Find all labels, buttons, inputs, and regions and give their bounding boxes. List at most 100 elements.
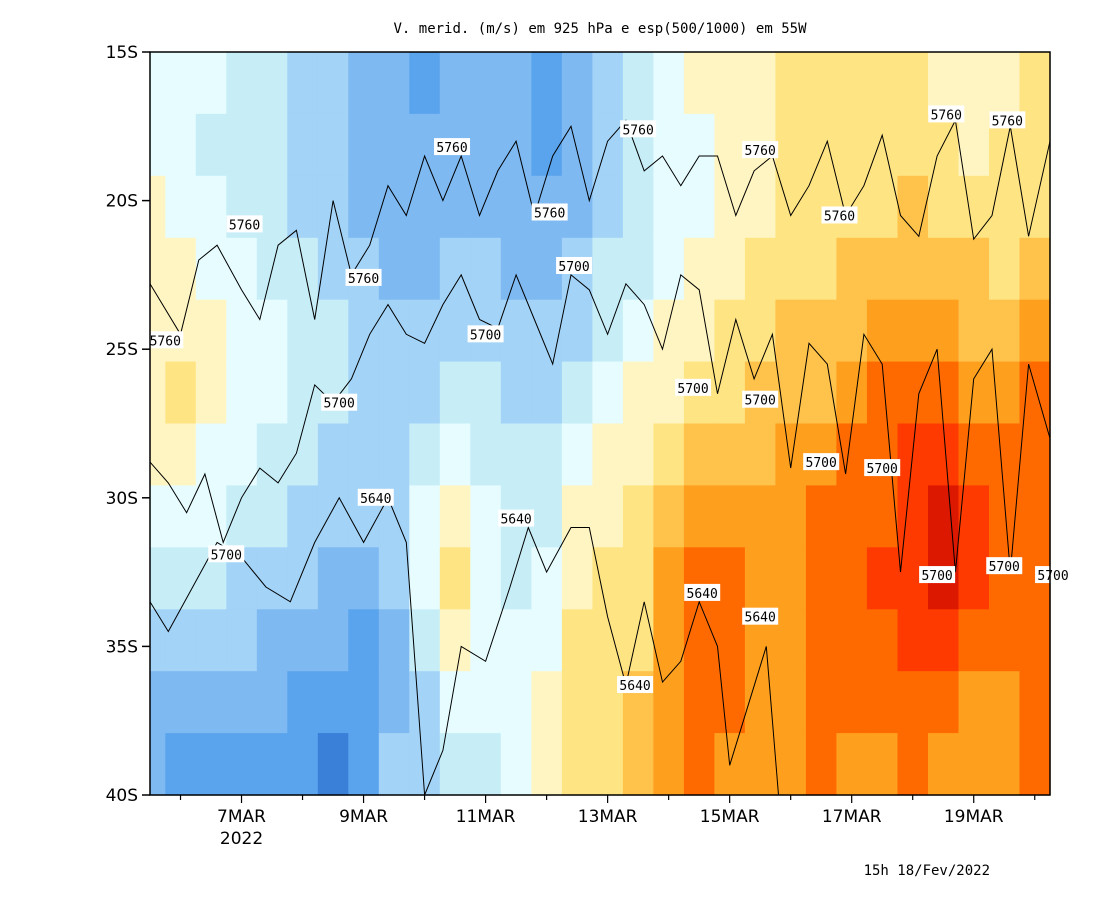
heat-cell [928,423,960,486]
contour-label-bg [1035,566,1072,584]
heat-cell [592,547,624,610]
heat-cell [531,733,563,796]
heat-cell [958,113,990,177]
heat-cell [928,485,960,548]
heat-cell [531,423,563,486]
heat-cell [989,299,1021,363]
heat-cell [500,52,532,115]
heat-cell [287,113,319,177]
heat-cell [897,733,929,796]
heat-cell [378,52,410,115]
heat-cell [836,299,868,363]
contour-label-layer: 5760 5760 5760 5760 5760 5760 5760 5760 5760 5760… [147,105,1072,694]
heat-cell [897,52,929,115]
heat-cell [287,361,319,425]
contour-label: 5700 [677,382,708,397]
heat-cell [195,361,227,425]
heat-cell [714,423,746,486]
contour-label-bg [742,141,779,159]
contour-label: 5640 [360,492,391,507]
heat-cell [836,547,868,610]
heat-cell [531,361,563,425]
heat-cell [622,237,654,301]
heat-cell [561,423,593,486]
contour-label: 5700 [470,328,501,343]
heat-cell [378,547,410,610]
heat-cell [348,547,380,610]
contour-label: 5700 [1037,569,1068,584]
heat-cell [714,609,746,672]
contour-label-bg [617,676,654,694]
heat-cell [714,485,746,548]
heat-cell [775,52,807,115]
contour-label-bg [821,206,858,224]
heat-cell [958,423,990,486]
contour-label-bg [928,105,965,123]
heat-cell [989,547,1021,610]
heat-cell [836,52,868,115]
heat-cell [775,485,807,548]
heat-cell [561,547,593,610]
x-tick-label: 11MAR [456,807,516,827]
heat-cell [256,361,288,425]
heat-cell [165,733,197,796]
heat-cell [989,733,1021,796]
heat-cell [287,299,319,363]
heat-cell [592,237,624,301]
heat-cell [150,733,166,796]
heat-cell [256,733,288,796]
contour-label-bg [498,509,535,527]
heat-cell [897,299,929,363]
heat-cell [805,671,837,734]
heat-cell [195,671,227,734]
heat-cell [165,671,197,734]
heat-cell [561,113,593,177]
heat-cell [836,733,868,796]
heat-cell [592,175,624,239]
contour-label-bg [357,488,394,506]
heat-cell [531,547,563,610]
heat-cell [958,175,990,239]
heat-cell [317,609,349,672]
heat-cell [439,485,471,548]
heat-cell [470,52,502,115]
contour-label: 5700 [921,569,952,584]
heat-cell [226,113,258,177]
heat-cell [592,361,624,425]
contour-label: 5640 [619,679,650,694]
heat-cell [561,361,593,425]
heat-cell [683,52,715,115]
heat-cell [470,671,502,734]
heat-cell [470,237,502,301]
heat-cell [561,52,593,115]
heat-cell [439,175,471,239]
heat-cell [714,52,746,115]
contour-layer [149,118,1051,796]
heat-cell [744,485,776,548]
heat-cell [897,113,929,177]
heat-cell [500,609,532,672]
heat-cell [989,237,1021,301]
heat-cell [256,485,288,548]
heat-cell [592,423,624,486]
heat-cell [592,733,624,796]
heat-cell [775,671,807,734]
heat-cell [622,609,654,672]
heat-cell [866,547,898,610]
contour-label: 5760 [745,144,776,159]
heat-cell [150,609,166,672]
heat-cell [622,733,654,796]
year-label: 2022 [220,829,263,849]
heat-cell [470,113,502,177]
contour-label: 5760 [436,141,467,156]
heat-cell [836,423,868,486]
heat-cell [805,299,837,363]
heat-cell [897,671,929,734]
heat-cell [378,671,410,734]
heat-cell [195,52,227,115]
heat-cell [958,237,990,301]
heat-cell [592,485,624,548]
y-tick-label: 35S [106,637,138,657]
timestamp-label: 15h 18/Fev/2022 [864,863,990,879]
